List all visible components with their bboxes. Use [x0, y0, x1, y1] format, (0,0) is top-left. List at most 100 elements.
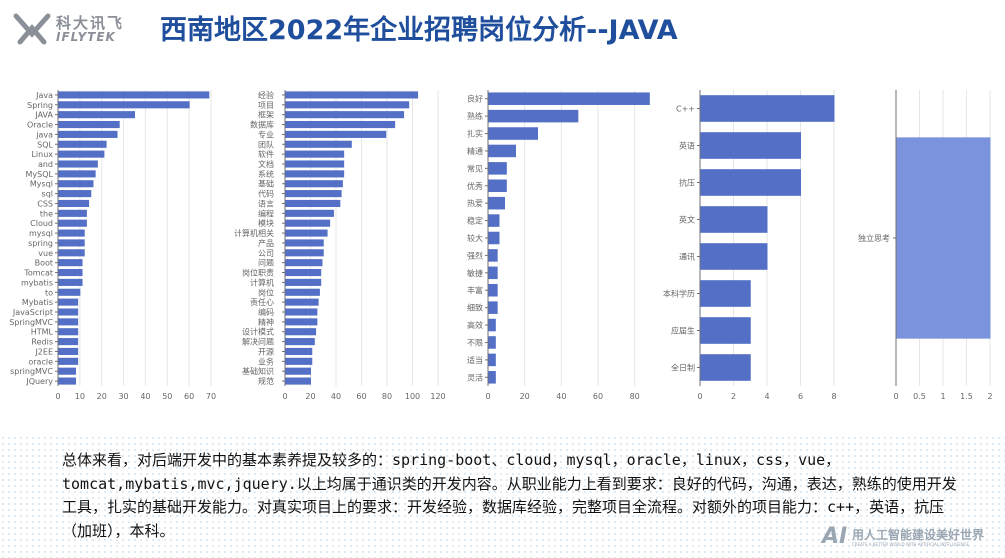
bar-2: [285, 111, 405, 119]
bar-1: [58, 328, 79, 336]
y-tick-label-2: 框架: [258, 110, 274, 120]
bar-1: [58, 190, 92, 198]
footer-slogan: AI 用人工智能建设美好世界 CREATE A BETTER WORLD WIT…: [822, 524, 1002, 554]
y-tick-label-2: 岗位: [258, 287, 274, 297]
y-tick-label-2: 设计模式: [242, 327, 274, 337]
y-tick-label-3: 高效: [467, 320, 483, 330]
y-tick-label-2: 语言: [258, 198, 274, 208]
y-tick-label-4: 通讯: [679, 252, 695, 262]
y-tick-label-3: 精通: [467, 146, 483, 156]
y-tick-label-2: 产品: [258, 238, 274, 248]
bar-3: [488, 144, 516, 158]
x-tick-label-1: 30: [118, 392, 128, 401]
y-tick-label-3: 敏捷: [467, 268, 483, 278]
y-tick-label-3: 不限: [467, 338, 483, 347]
bar-4: [700, 317, 751, 344]
bar-2: [285, 219, 331, 227]
y-tick-label-4: C++: [676, 105, 695, 114]
y-tick-label-2: 编程: [258, 208, 274, 218]
y-tick-label-1: JQuery: [25, 377, 53, 386]
bar-1: [58, 318, 79, 326]
bar-1: [58, 278, 83, 286]
y-tick-label-2: 岗位职责: [242, 268, 274, 278]
bar-1: [58, 199, 90, 208]
x-tick-label-2: 80: [382, 392, 392, 401]
bar-3: [488, 301, 498, 314]
y-tick-label-3: 良好: [467, 94, 483, 104]
bar-2: [285, 239, 324, 247]
x-tick-label-2: 40: [331, 392, 341, 401]
x-tick-label-3: 40: [556, 392, 566, 401]
bar-2: [285, 278, 322, 286]
y-tick-label-2: 经验: [258, 90, 274, 100]
bar-4: [700, 95, 835, 122]
bar-2: [285, 91, 419, 99]
x-tick-label-4: 4: [764, 392, 769, 401]
bar-3: [488, 371, 496, 384]
bar-1: [58, 298, 79, 306]
bar-3: [488, 92, 650, 105]
bar-3: [488, 109, 579, 123]
y-tick-label-1: Java: [35, 91, 53, 100]
y-tick-label-2: 计算机相关: [234, 228, 274, 238]
x-tick-label-2: 20: [305, 392, 315, 401]
bar-4: [700, 243, 768, 270]
bar-3: [488, 318, 496, 332]
y-tick-label-2: 专业: [258, 129, 274, 139]
bar-2: [285, 120, 396, 129]
y-tick-label-2: 问题: [258, 259, 274, 268]
y-tick-label-2: 编码: [258, 307, 274, 317]
y-tick-label-4: 本科学历: [663, 289, 695, 299]
bar-2: [285, 268, 322, 277]
iflytek-logo: 科大讯飞 IFLYTEK: [12, 10, 132, 48]
bar-2: [285, 308, 318, 316]
bar-2: [285, 377, 311, 385]
bar-2: [285, 140, 352, 148]
y-tick-label-3: 较大: [467, 233, 483, 243]
bar-1: [58, 120, 120, 129]
bar-1: [58, 308, 79, 316]
y-tick-label-2: 项目: [258, 101, 274, 110]
bar-3: [488, 266, 498, 280]
bar-2: [285, 101, 410, 109]
y-tick-label-1: SQL: [37, 140, 53, 149]
y-tick-label-1: and: [38, 160, 53, 169]
x-tick-label-2: 0: [282, 392, 287, 401]
y-tick-label-2: 模块: [258, 218, 274, 228]
y-tick-label-1: oracle: [28, 357, 53, 366]
bar-1: [58, 259, 83, 267]
y-tick-label-2: 基础: [258, 179, 274, 189]
y-tick-label-1: MySQL: [26, 170, 54, 179]
y-tick-label-2: 开源: [258, 347, 274, 356]
y-tick-label-3: 适当: [467, 355, 483, 365]
y-tick-label-3: 灵活: [467, 372, 483, 382]
bar-4: [700, 206, 768, 233]
y-tick-label-5: 独立思考: [858, 233, 890, 243]
x-tick-label-3: 60: [593, 392, 603, 401]
y-tick-label-4: 英文: [679, 215, 695, 225]
bar-4: [700, 354, 751, 381]
y-tick-label-1: Mybatis: [22, 298, 53, 307]
bar-3: [488, 353, 496, 367]
bar-2: [285, 130, 387, 138]
y-tick-label-3: 常见: [467, 164, 483, 173]
summary-text: 总体来看，对后端开发中的基本素养提及较多的：spring-boot、cloud，…: [62, 451, 957, 540]
x-tick-label-1: 60: [184, 392, 194, 401]
y-tick-label-1: springMVC: [10, 367, 53, 376]
bar-2: [285, 150, 345, 158]
y-tick-label-1: SpringMVC: [9, 318, 53, 327]
bar-4: [700, 132, 801, 159]
y-tick-label-1: Redis: [31, 338, 53, 347]
y-tick-label-2: 计算机: [250, 277, 274, 287]
footer-ai-logo: AI: [822, 524, 848, 549]
bar-3: [488, 249, 498, 262]
y-tick-label-1: JavaScript: [12, 308, 53, 317]
bar-1: [58, 91, 210, 99]
bar-1: [58, 209, 87, 217]
bar-1: [58, 160, 98, 168]
bar-2: [285, 209, 334, 217]
y-tick-label-1: Oracle: [27, 121, 53, 130]
bar-4: [700, 280, 751, 307]
bar-3: [488, 283, 498, 297]
y-tick-label-3: 热爱: [467, 198, 483, 208]
